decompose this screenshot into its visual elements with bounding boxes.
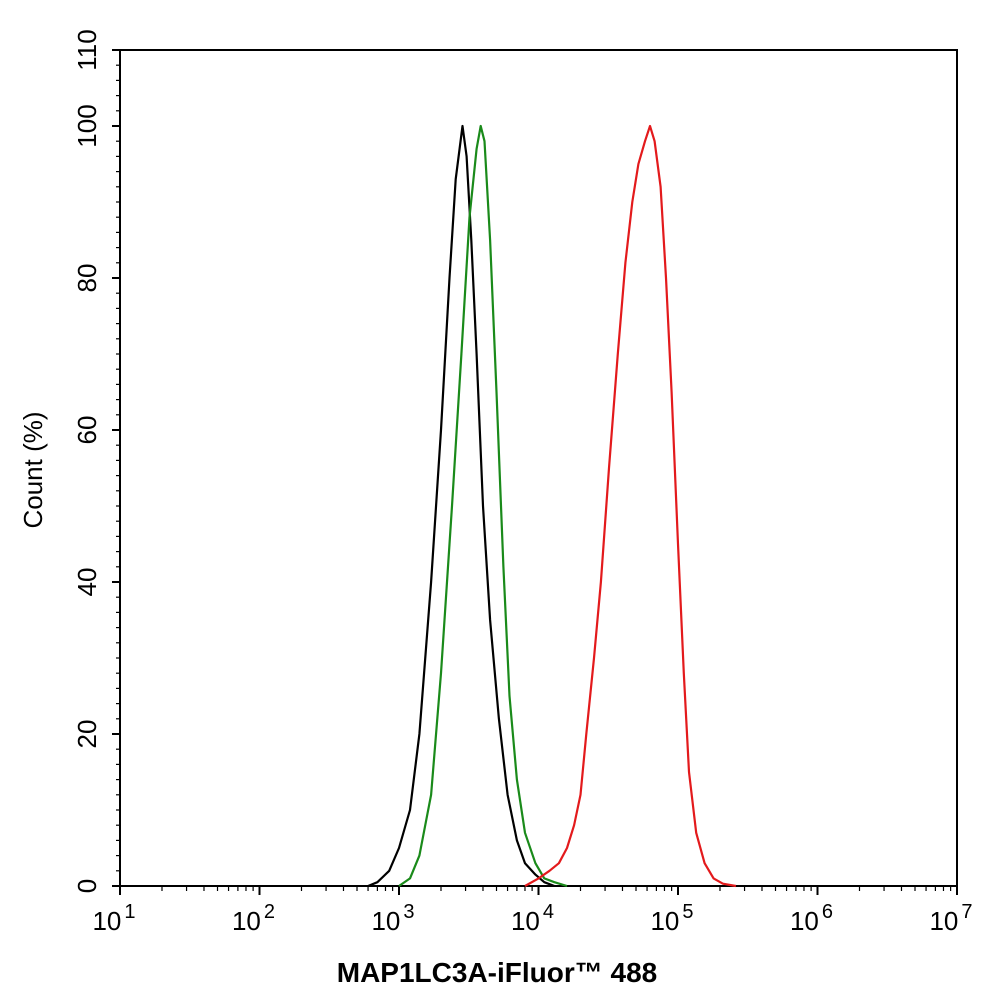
y-tick-label: 80 <box>72 264 102 293</box>
x-tick-label: 10 4 <box>511 901 554 936</box>
x-tick-label: 10 1 <box>92 901 135 936</box>
ticks: 0 20 40 60 80 100 110 10 1 10 2 10 3 10 4 10 5 10 6 10 7 <box>72 29 973 936</box>
x-tick-label: 10 5 <box>650 901 693 936</box>
y-tick-label: 100 <box>72 104 102 147</box>
x-axis-label: MAP1LC3A-iFluor™ 488 <box>337 957 658 988</box>
series-line-3 <box>524 124 737 888</box>
x-tick-label: 10 6 <box>790 901 833 936</box>
y-tick-label: 0 <box>72 879 102 893</box>
plot-frame <box>119 49 958 887</box>
x-tick-label: 10 2 <box>232 901 275 936</box>
series-line-1 <box>367 124 555 888</box>
y-tick-label: 20 <box>72 720 102 749</box>
y-tick-label: 40 <box>72 568 102 597</box>
x-tick-label: 10 7 <box>929 901 972 936</box>
axes <box>119 49 958 887</box>
series-lines <box>367 124 737 888</box>
x-tick-label: 10 3 <box>371 901 414 936</box>
y-tick-label: 110 <box>72 29 102 70</box>
y-tick-label: 60 <box>72 416 102 445</box>
y-axis-label: Count (%) <box>18 411 48 528</box>
series-line-2 <box>398 124 568 888</box>
